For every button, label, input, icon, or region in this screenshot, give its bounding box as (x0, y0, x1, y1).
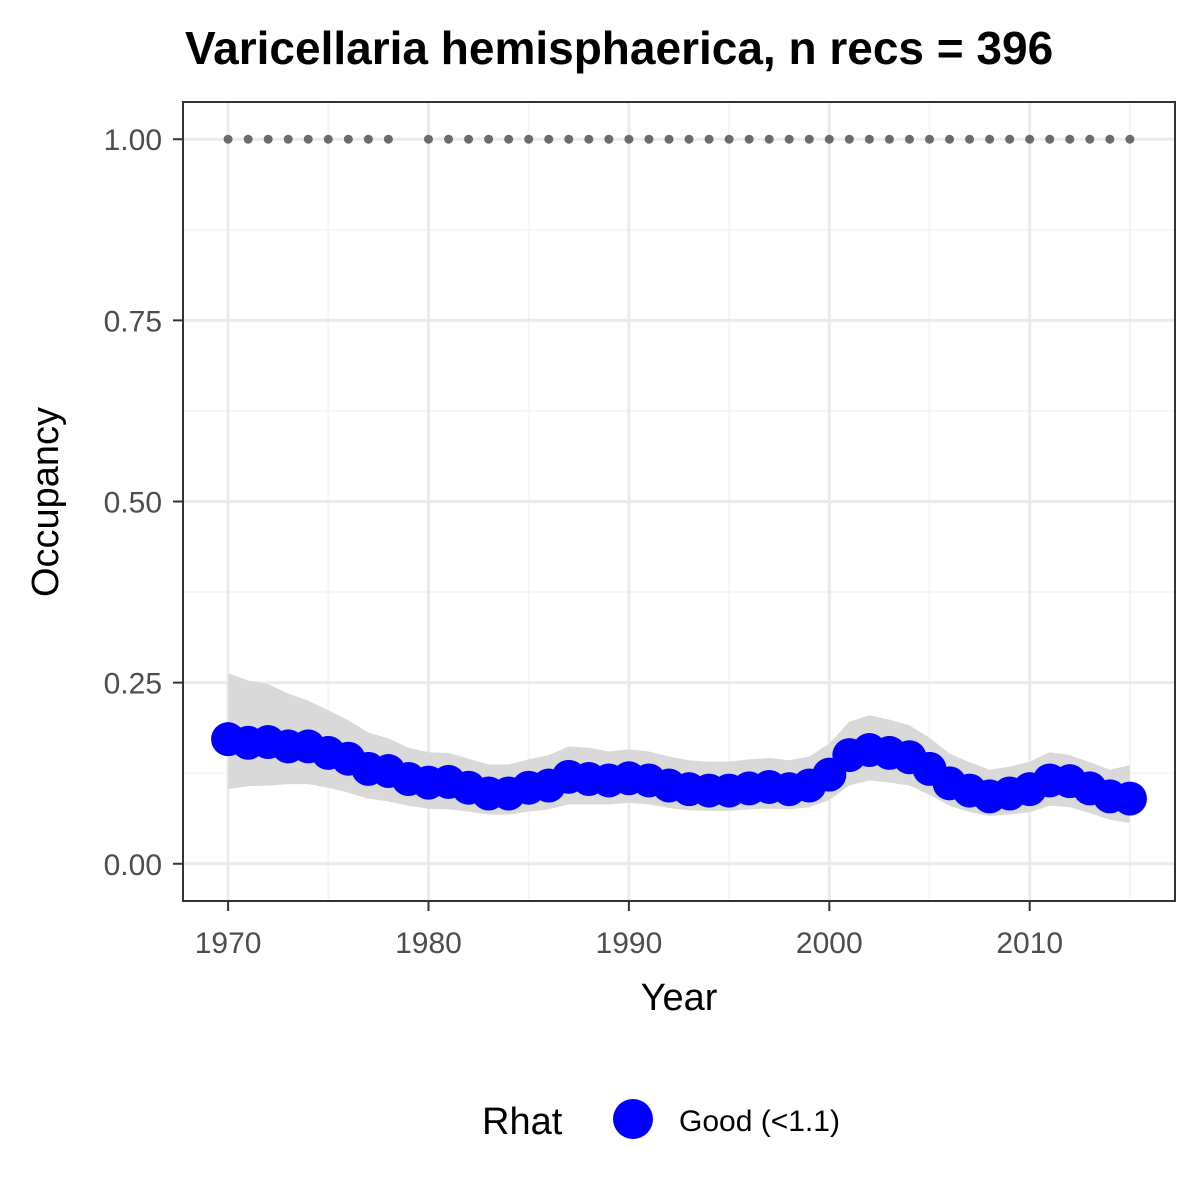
y-tick-label: 1.00 (104, 124, 162, 157)
record-year-dot (484, 134, 494, 144)
record-year-dot (824, 134, 834, 144)
record-year-dot (283, 134, 293, 144)
y-axis-title: Occupancy (25, 407, 67, 597)
y-tick-label: 0.50 (104, 487, 162, 520)
x-tick-label: 1980 (395, 927, 462, 960)
record-year-dot (444, 134, 454, 144)
record-year-dot (844, 134, 854, 144)
record-year-dot (985, 134, 995, 144)
record-year-dot (1065, 134, 1075, 144)
record-year-dot (724, 134, 734, 144)
occupancy-points (211, 722, 1147, 816)
record-year-dot (644, 134, 654, 144)
x-tick-label: 2010 (996, 927, 1063, 960)
record-year-dot (423, 134, 433, 144)
record-year-dot (864, 134, 874, 144)
record-year-dot (383, 134, 393, 144)
y-axis: 0.00 0.25 0.50 0.75 1.00 (104, 124, 183, 882)
record-year-dot (624, 134, 634, 144)
record-year-dot (704, 134, 714, 144)
occupancy-point (1112, 781, 1147, 816)
record-year-dot (343, 134, 353, 144)
record-year-dot (263, 134, 273, 144)
x-tick-label: 1970 (195, 927, 262, 960)
x-axis-title: Year (641, 977, 718, 1019)
record-year-dot (764, 134, 774, 144)
record-year-dot (564, 134, 574, 144)
record-year-dot (504, 134, 514, 144)
record-year-dot (784, 134, 794, 144)
record-year-dot (684, 134, 694, 144)
legend-title: Rhat (482, 1101, 563, 1143)
record-year-dot (464, 134, 474, 144)
record-year-dot (945, 134, 955, 144)
record-year-dot (323, 134, 333, 144)
record-year-dot (243, 134, 253, 144)
x-axis: 1970 1980 1990 2000 2010 (195, 901, 1063, 960)
record-year-dot (904, 134, 914, 144)
chart-title: Varicellaria hemisphaerica, n recs = 396 (185, 22, 1053, 74)
record-year-dot (223, 134, 233, 144)
x-tick-label: 2000 (796, 927, 863, 960)
record-year-dot (1045, 134, 1055, 144)
record-year-dot (1105, 134, 1115, 144)
record-year-dot (1025, 134, 1035, 144)
record-year-dot (584, 134, 594, 144)
y-tick-label: 0.00 (104, 849, 162, 882)
legend: Rhat Good (<1.1) (482, 1099, 840, 1143)
record-year-dot (804, 134, 814, 144)
record-year-dot (604, 134, 614, 144)
record-year-dot (1125, 134, 1135, 144)
record-year-dot (363, 134, 373, 144)
record-year-dot (1085, 134, 1095, 144)
record-year-dot (664, 134, 674, 144)
record-year-dot (303, 134, 313, 144)
record-year-marks (223, 134, 1135, 144)
record-year-dot (925, 134, 935, 144)
legend-key-good (613, 1099, 653, 1139)
legend-label-good: Good (<1.1) (679, 1105, 840, 1138)
record-year-dot (544, 134, 554, 144)
record-year-dot (744, 134, 754, 144)
record-year-dot (884, 134, 894, 144)
record-year-dot (1005, 134, 1015, 144)
y-tick-label: 0.75 (104, 305, 162, 338)
x-tick-label: 1990 (596, 927, 663, 960)
record-year-dot (524, 134, 534, 144)
record-year-dot (965, 134, 975, 144)
y-tick-label: 0.25 (104, 668, 162, 701)
